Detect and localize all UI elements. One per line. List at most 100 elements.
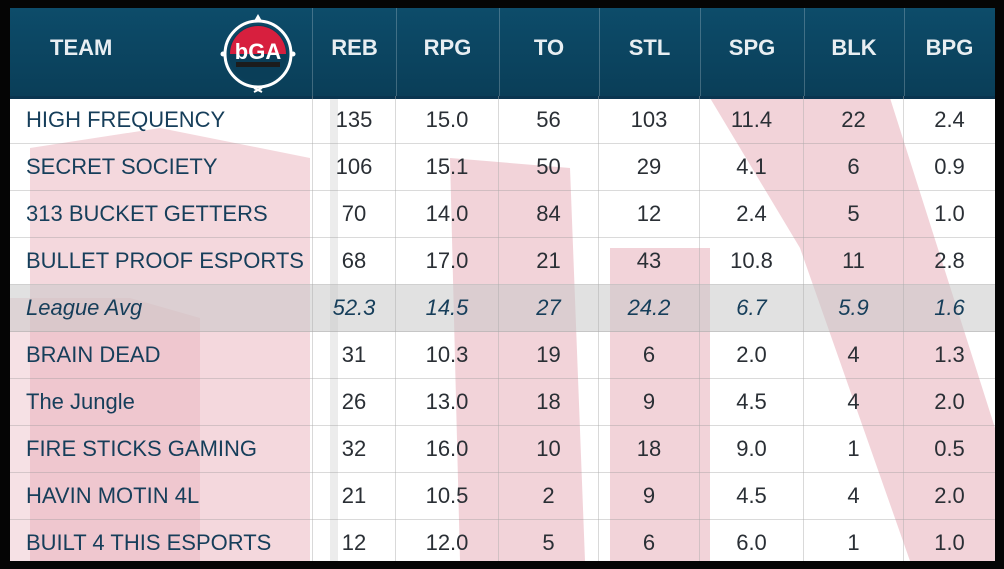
cell-bpg: 2.0 — [934, 389, 965, 414]
bga-logo-icon: bGA — [220, 14, 296, 93]
cell-bpg: 2.0 — [934, 483, 965, 508]
cell-team: HAVIN MOTIN 4L — [10, 472, 313, 519]
cell-stl: 6 — [599, 331, 700, 378]
table-row[interactable]: BULLET PROOF ESPORTS 68 17.0 21 43 10.8 11 2.8 — [10, 237, 995, 285]
cell-team: HIGH FREQUENCY — [10, 96, 313, 143]
cell-rpg: 13.0 — [396, 378, 499, 425]
cell-stl: 9 — [599, 472, 700, 519]
cell-rpg: 15.1 — [396, 143, 499, 190]
svg-text:bGA: bGA — [235, 39, 282, 64]
table-row[interactable]: SECRET SOCIETY 106 15.1 50 29 4.1 6 0.9 — [10, 143, 995, 191]
cell-team: BUILT 4 THIS ESPORTS — [10, 519, 313, 561]
column-header-to[interactable]: TO — [499, 8, 600, 96]
cell-blk: 22 — [804, 96, 904, 143]
cell-blk: 1 — [804, 425, 904, 472]
cell-stl: 29 — [599, 143, 700, 190]
cell-blk: 4 — [804, 331, 904, 378]
cell-blk: 5.9 — [804, 284, 904, 331]
cell-to: 50 — [499, 143, 599, 190]
cell-blk: 6 — [804, 143, 904, 190]
cell-bpg: 1.6 — [934, 295, 965, 320]
cell-spg: 4.5 — [700, 472, 804, 519]
cell-blk: 4 — [804, 378, 904, 425]
cell-reb: 12 — [313, 519, 396, 561]
cell-stl: 18 — [599, 425, 700, 472]
cell-to: 2 — [499, 472, 599, 519]
table-row[interactable]: HAVIN MOTIN 4L 21 10.5 2 9 4.5 4 2.0 — [10, 472, 995, 520]
column-header-rpg[interactable]: RPG — [396, 8, 500, 96]
cell-bpg: 0.5 — [934, 436, 965, 461]
cell-to: 5 — [499, 519, 599, 561]
cell-rpg: 14.0 — [396, 190, 499, 237]
cell-rpg: 16.0 — [396, 425, 499, 472]
cell-bpg: 0.9 — [934, 154, 965, 179]
cell-spg: 10.8 — [700, 237, 804, 284]
cell-spg: 2.0 — [700, 331, 804, 378]
cell-spg: 4.1 — [700, 143, 804, 190]
cell-rpg: 17.0 — [396, 237, 499, 284]
cell-bpg: 2.4 — [934, 107, 965, 132]
column-header-stl[interactable]: STL — [599, 8, 701, 96]
cell-team: FIRE STICKS GAMING — [10, 425, 313, 472]
table-row[interactable]: FIRE STICKS GAMING 32 16.0 10 18 9.0 1 0.5 — [10, 425, 995, 473]
cell-rpg: 15.0 — [396, 96, 499, 143]
cell-team: BULLET PROOF ESPORTS — [10, 237, 313, 284]
cell-spg: 11.4 — [700, 96, 804, 143]
cell-stl: 12 — [599, 190, 700, 237]
cell-stl: 6 — [599, 519, 700, 561]
cell-spg: 6.0 — [700, 519, 804, 561]
column-header-reb[interactable]: REB — [313, 8, 397, 96]
cell-reb: 21 — [313, 472, 396, 519]
cell-reb: 32 — [313, 425, 396, 472]
column-header-blk[interactable]: BLK — [804, 8, 905, 96]
cell-bpg: 1.0 — [934, 201, 965, 226]
table-row[interactable]: BRAIN DEAD 31 10.3 19 6 2.0 4 1.3 — [10, 331, 995, 379]
cell-blk: 4 — [804, 472, 904, 519]
cell-reb: 68 — [313, 237, 396, 284]
cell-reb: 31 — [313, 331, 396, 378]
cell-team: 313 BUCKET GETTERS — [10, 190, 313, 237]
cell-to: 18 — [499, 378, 599, 425]
cell-bpg: 2.8 — [934, 248, 965, 273]
table-row[interactable]: HIGH FREQUENCY 135 15.0 56 103 11.4 22 2.4 — [10, 96, 995, 144]
cell-team: League Avg — [10, 284, 313, 331]
cell-spg: 9.0 — [700, 425, 804, 472]
column-header-spg[interactable]: SPG — [700, 8, 805, 96]
cell-to: 19 — [499, 331, 599, 378]
cell-team: SECRET SOCIETY — [10, 143, 313, 190]
cell-stl: 103 — [599, 96, 700, 143]
cell-rpg: 10.5 — [396, 472, 499, 519]
cell-bpg: 1.3 — [934, 342, 965, 367]
cell-stl: 9 — [599, 378, 700, 425]
cell-blk: 11 — [804, 237, 904, 284]
cell-stl: 24.2 — [599, 284, 700, 331]
cell-spg: 4.5 — [700, 378, 804, 425]
column-header-bpg[interactable]: BPG — [925, 35, 974, 60]
cell-reb: 52.3 — [313, 284, 396, 331]
cell-spg: 6.7 — [700, 284, 804, 331]
cell-reb: 26 — [313, 378, 396, 425]
cell-to: 10 — [499, 425, 599, 472]
cell-spg: 2.4 — [700, 190, 804, 237]
cell-reb: 135 — [313, 96, 396, 143]
table-header: TEAM REB RPG TO STL SPG BLK BPG bGA — [10, 8, 995, 99]
league-avg-row[interactable]: League Avg 52.3 14.5 27 24.2 6.7 5.9 1.6 — [10, 284, 995, 332]
cell-team: The Jungle — [10, 378, 313, 425]
cell-blk: 1 — [804, 519, 904, 561]
cell-blk: 5 — [804, 190, 904, 237]
cell-rpg: 12.0 — [396, 519, 499, 561]
cell-stl: 43 — [599, 237, 700, 284]
cell-to: 27 — [499, 284, 599, 331]
cell-bpg: 1.0 — [934, 530, 965, 555]
table-row[interactable]: BUILT 4 THIS ESPORTS 12 12.0 5 6 6.0 1 1.0 — [10, 519, 995, 561]
cell-to: 56 — [499, 96, 599, 143]
cell-to: 84 — [499, 190, 599, 237]
cell-rpg: 10.3 — [396, 331, 499, 378]
table-row[interactable]: 313 BUCKET GETTERS 70 14.0 84 12 2.4 5 1.0 — [10, 190, 995, 238]
cell-reb: 70 — [313, 190, 396, 237]
column-header-team[interactable]: TEAM — [10, 8, 313, 96]
table-row[interactable]: The Jungle 26 13.0 18 9 4.5 4 2.0 — [10, 378, 995, 426]
cell-reb: 106 — [313, 143, 396, 190]
cell-rpg: 14.5 — [396, 284, 499, 331]
